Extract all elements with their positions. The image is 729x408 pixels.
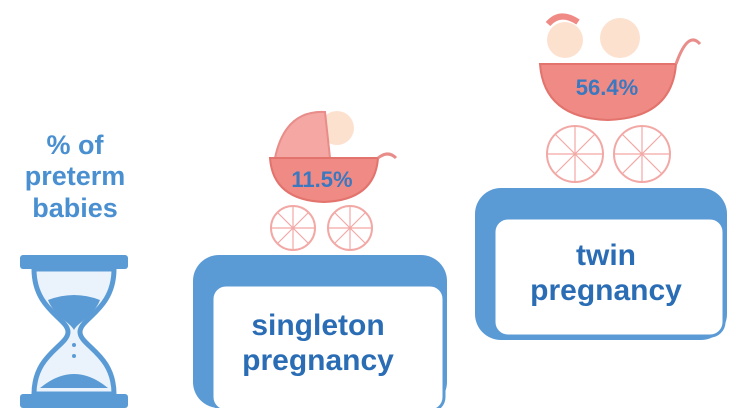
item-value: 11.5% bbox=[291, 167, 352, 192]
title-line: % of bbox=[47, 130, 105, 160]
title-line: babies bbox=[32, 193, 118, 223]
item-label: singleton bbox=[251, 309, 384, 342]
title-line: preterm bbox=[25, 161, 126, 191]
item-label: pregnancy bbox=[242, 344, 394, 377]
item-value: 56.4% bbox=[576, 75, 638, 100]
stroller-twin bbox=[538, 13, 702, 183]
singleton-box: singleton pregnancy bbox=[193, 255, 447, 408]
title: % of preterm babies bbox=[25, 130, 126, 223]
stroller-singleton bbox=[268, 110, 398, 251]
twin-box: twin pregnancy bbox=[475, 188, 727, 340]
hourglass bbox=[20, 255, 128, 408]
item-label: pregnancy bbox=[530, 274, 682, 307]
item-label: twin bbox=[576, 239, 636, 272]
